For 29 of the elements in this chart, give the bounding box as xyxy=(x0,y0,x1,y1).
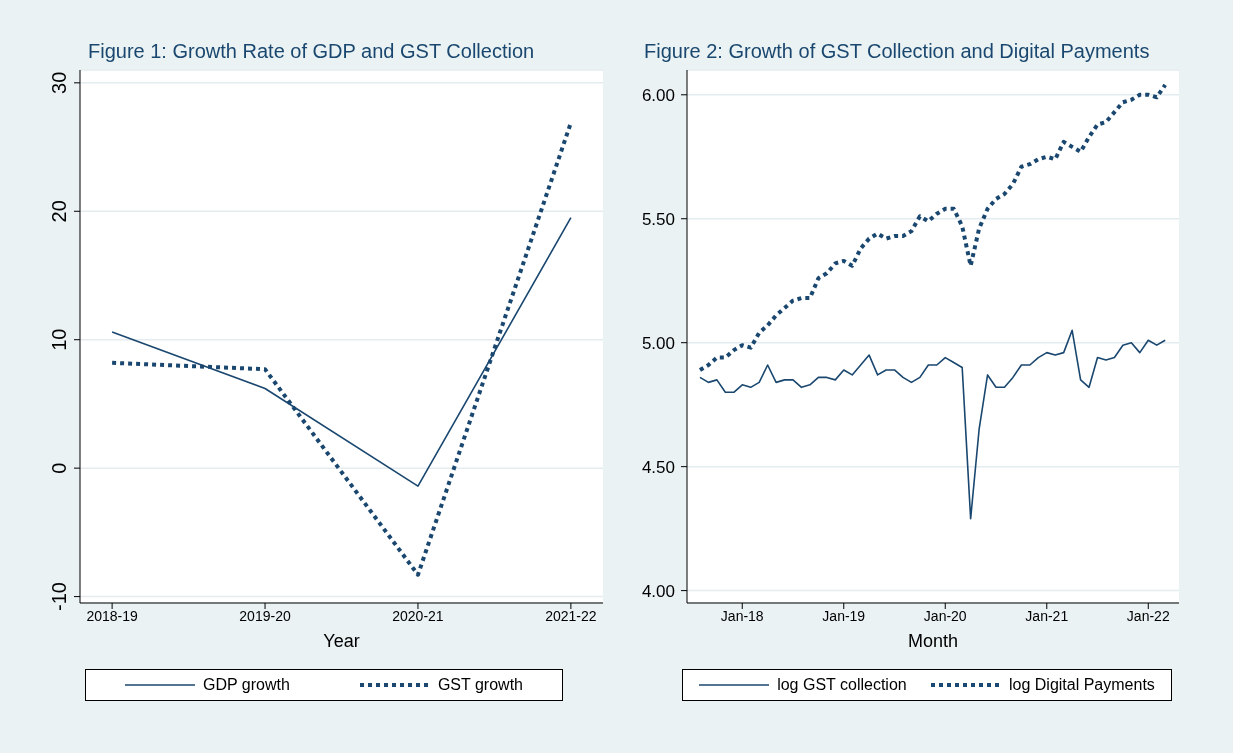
x-tick-label: 2021-22 xyxy=(545,607,597,624)
x-tick-label: Jan-21 xyxy=(1025,607,1069,624)
y-tick-label: 5.00 xyxy=(641,333,675,353)
x-axis-title: Year xyxy=(323,631,360,651)
y-tick-label: 30 xyxy=(48,71,70,94)
x-tick-label: 2019-20 xyxy=(239,607,291,624)
y-tick-label: 10 xyxy=(48,328,70,351)
x-tick-label: Jan-22 xyxy=(1126,607,1170,624)
y-tick-label: 6.00 xyxy=(641,85,675,105)
y-tick-label: 5.50 xyxy=(641,209,675,229)
legend-label: log GST collection xyxy=(777,676,907,694)
y-tick-label: 0 xyxy=(48,462,70,474)
x-tick-label: 2020-21 xyxy=(392,607,444,624)
legend-label: GDP growth xyxy=(203,676,290,694)
y-tick-label: 20 xyxy=(48,200,70,223)
x-tick-label: Jan-18 xyxy=(720,607,764,624)
x-axis-title: Month xyxy=(907,631,959,651)
x-tick-label: Jan-20 xyxy=(923,607,967,624)
chart-title: Figure 2: Growth of GST Collection and Digital Payments xyxy=(644,40,1151,64)
line-series xyxy=(699,329,1166,520)
line-series xyxy=(697,82,1168,372)
y-tick-label: -10 xyxy=(48,582,70,612)
y-tick-label: 4.50 xyxy=(641,457,675,477)
chart-title: Figure 1: Growth Rate of GDP and GST Collection xyxy=(88,40,536,64)
legend-label: log Digital Payments xyxy=(1008,676,1155,694)
legend-label: GST growth xyxy=(437,676,523,694)
y-tick-label: 4.00 xyxy=(641,581,675,601)
x-tick-label: Jan-19 xyxy=(822,607,866,624)
x-tick-label: 2018-19 xyxy=(86,607,139,624)
